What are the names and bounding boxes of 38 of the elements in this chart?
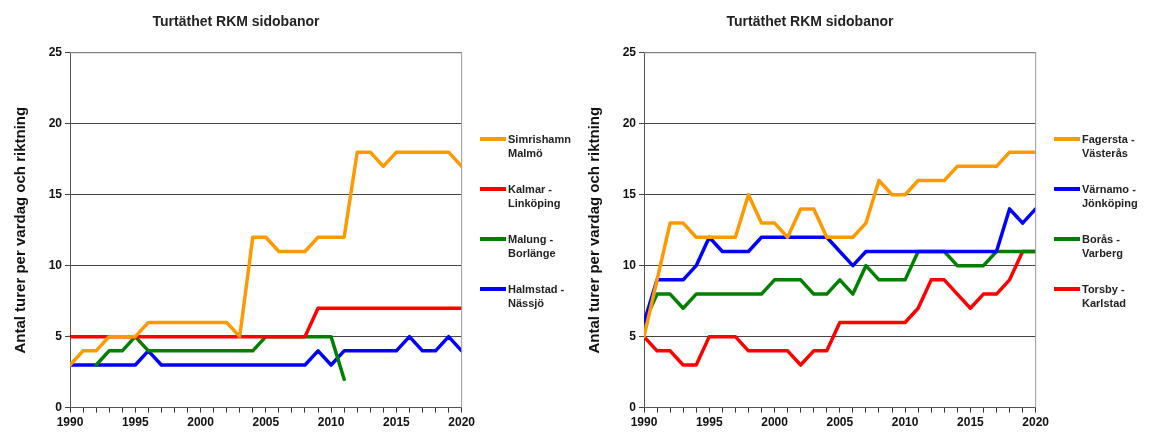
x-tick-label: 1995 xyxy=(695,415,723,430)
x-tick-label: 1995 xyxy=(121,415,149,430)
legend-label: Fagersta - Västerås xyxy=(1082,131,1136,160)
legend-label: Torsby - Karlstad xyxy=(1082,281,1128,310)
y-tick-label: 25 xyxy=(48,45,63,60)
chart-title: Turtäthet RKM sidobanor xyxy=(726,13,895,30)
y-tick-label: 5 xyxy=(629,328,637,343)
x-tick-label: 1990 xyxy=(630,415,658,430)
legend-label: Borås - Varberg xyxy=(1082,231,1124,260)
x-tick-label: 2010 xyxy=(891,415,919,430)
x-tick-label: 2015 xyxy=(957,415,985,430)
y-tick-label: 20 xyxy=(48,116,63,131)
x-tick-label: 2010 xyxy=(317,415,345,430)
y-axis-title: Antal turer per vardag och riktning xyxy=(11,106,29,354)
x-tick-label: 1990 xyxy=(56,415,84,430)
x-tick-label: 2005 xyxy=(252,415,280,430)
x-tick-label: 2020 xyxy=(1022,415,1050,430)
y-tick-label: 25 xyxy=(622,45,637,60)
legend-label: Halmstad - Nässjö xyxy=(508,281,566,310)
legend-label: Kalmar - Linköping xyxy=(508,181,562,210)
y-tick-label: 0 xyxy=(629,399,637,414)
legend-label: Malung - Borlänge xyxy=(508,231,557,260)
y-tick-label: 5 xyxy=(55,328,63,343)
chart-title: Turtäthet RKM sidobanor xyxy=(152,13,321,30)
y-tick-label: 0 xyxy=(55,399,63,414)
y-tick-label: 15 xyxy=(48,187,63,202)
x-tick-label: 2000 xyxy=(187,415,215,430)
x-tick-label: 2000 xyxy=(761,415,789,430)
x-tick-label: 2005 xyxy=(826,415,854,430)
legend-label: Värnamo - Jönköping xyxy=(1082,181,1139,210)
legend-label: Simrishamn Malmö xyxy=(508,131,572,160)
x-tick-label: 2015 xyxy=(383,415,411,430)
y-tick-label: 20 xyxy=(622,116,637,131)
y-axis-title: Antal turer per vardag och riktning xyxy=(585,106,603,354)
y-tick-label: 10 xyxy=(48,257,63,272)
y-tick-label: 10 xyxy=(622,257,637,272)
y-tick-label: 15 xyxy=(622,187,637,202)
x-tick-label: 2020 xyxy=(448,415,476,430)
